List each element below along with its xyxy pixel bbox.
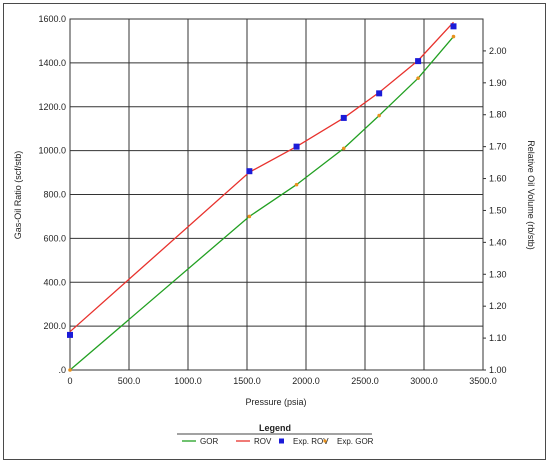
y-left-tick-label: 800.0: [43, 190, 66, 200]
series-line-rov: [69, 21, 454, 333]
y-right-tick-label: 1.10: [489, 333, 507, 343]
legend-swatch-exp-gor: [323, 439, 327, 443]
legend-label-rov: ROV: [254, 437, 272, 446]
x-tick-label: 1000.0: [174, 376, 202, 386]
x-tick-label: 3000.0: [410, 376, 438, 386]
point-exp-gor: [341, 146, 346, 151]
y-left-tick-label: 1400.0: [38, 58, 66, 68]
series-line-gor: [69, 36, 454, 371]
y-right-tick-label: 1.70: [489, 142, 507, 152]
point-exp-gor: [247, 214, 252, 219]
y-left-tick-label: 1000.0: [38, 146, 66, 156]
legend-title: Legend: [259, 423, 291, 433]
legend-label-gor: GOR: [200, 437, 218, 446]
y-right-tick-label: 1.60: [489, 174, 507, 184]
y-left-tick-label: 200.0: [43, 321, 66, 331]
y-left-tick-label: 600.0: [43, 233, 66, 243]
y-right-axis-label: Relative Oil Volume (rb/stb): [526, 140, 536, 250]
point-exp-gor: [416, 76, 420, 81]
y-left-tick-label: 1600.0: [38, 14, 66, 24]
x-axis-label: Pressure (psia): [245, 397, 306, 407]
legend-label-exp-gor: Exp. GOR: [337, 437, 374, 446]
y-right-tick-label: 1.90: [489, 78, 507, 88]
y-left-tick-label: .0: [58, 365, 66, 375]
y-right-tick-labels: 1.00 1.10 1.20 1.30 1.40 1.50 1.60 1.70 1.80 1.90…: [483, 46, 507, 375]
x-tick-label: 1500.0: [233, 376, 261, 386]
x-tick-label: 2000.0: [292, 376, 320, 386]
y-right-tick-label: 1.00: [489, 365, 507, 375]
y-right-tick-label: 1.80: [489, 110, 507, 120]
point-exp-rov: [67, 331, 73, 338]
point-exp-rov: [415, 58, 422, 65]
chart-frame: [3, 3, 546, 460]
grid: [70, 19, 483, 370]
y-left-tick-label: 1200.0: [38, 102, 66, 112]
point-exp-gor: [68, 368, 72, 372]
point-exp-gor: [377, 113, 381, 118]
y-right-tick-label: 1.40: [489, 237, 507, 247]
point-exp-rov: [293, 143, 300, 150]
point-exp-rov: [376, 90, 383, 97]
point-exp-rov: [450, 23, 457, 30]
y-right-tick-label: 1.50: [489, 205, 507, 215]
point-exp-gor: [294, 182, 299, 187]
x-tick-label: 2500.0: [351, 376, 379, 386]
legend: Legend GOR ROV Exp. ROV Exp. GOR: [177, 423, 374, 446]
y-left-tick-label: 400.0: [43, 277, 66, 287]
y-right-tick-label: 2.00: [489, 46, 507, 56]
plot-area-border: [69, 18, 484, 371]
y-left-axis-label: Gas-Oil Ratio (scf/stb): [13, 151, 23, 240]
y-right-tick-label: 1.20: [489, 301, 507, 311]
point-exp-rov: [340, 114, 347, 121]
legend-items: GOR ROV Exp. ROV Exp. GOR: [182, 437, 374, 446]
point-exp-gor: [451, 34, 456, 39]
legend-label-exp-rov: Exp. ROV: [293, 437, 329, 446]
x-tick-label: 0: [67, 376, 72, 386]
y-left-tick-labels: .0 200.0 400.0 600.0 800.0 1000.0 1200.0 1400.0…: [38, 14, 66, 375]
series-layer: [67, 21, 457, 372]
x-tick-label: 500.0: [118, 376, 141, 386]
x-tick-labels: 0 500.0 1000.0 1500.0 2000.0 2500.0 3000.0 3500…: [67, 376, 496, 386]
point-exp-rov: [246, 168, 253, 175]
x-tick-label: 3500.0: [469, 376, 497, 386]
legend-swatch-exp-rov: [279, 438, 284, 444]
y-right-tick-label: 1.30: [489, 269, 507, 279]
